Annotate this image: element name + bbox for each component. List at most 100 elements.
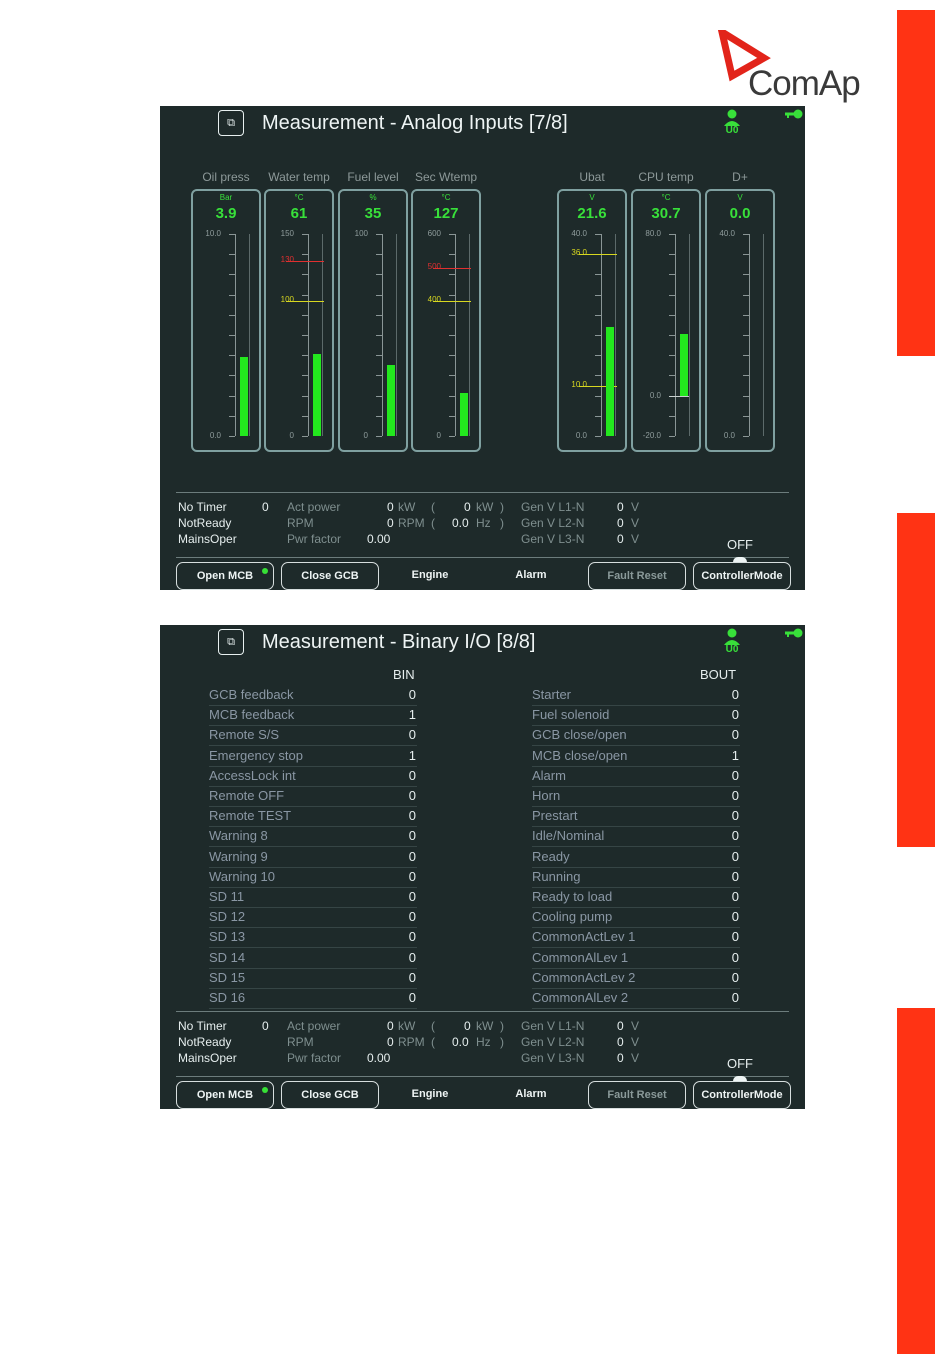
gauge-scale-top: 80.0 [645, 229, 661, 238]
bin-row-line [209, 846, 417, 848]
user-level-badge: U0 [725, 644, 739, 655]
frequency-unit: Hz [476, 1035, 491, 1049]
gen-voltage-unit: V [631, 516, 640, 530]
bout-name: Ready to load [532, 889, 613, 904]
bout-row-line [532, 846, 740, 848]
bin-row-line [209, 826, 417, 828]
engine-button[interactable]: Engine [411, 1088, 449, 1100]
page-title: Measurement - Binary I/O [8/8] [262, 631, 536, 653]
bin-name: Emergency stop [209, 747, 303, 763]
bout-name: CommonAlLev 2 [532, 990, 629, 1005]
screen-switch-icon[interactable]: ⧉ [218, 110, 244, 136]
gauge-axis-line [308, 234, 309, 436]
bout-name: CommonActLev 2 [532, 969, 636, 985]
gen-voltage-value: 0 [617, 500, 624, 514]
gauge-tick [376, 395, 382, 397]
gauge-threshold-line [433, 267, 471, 269]
gauge-tick [229, 274, 235, 276]
gauge-tick [669, 294, 675, 296]
gauge-scale-bottom: 0.0 [575, 431, 587, 440]
close-gcb-button[interactable]: Close GCB [281, 1081, 379, 1109]
bin-name: SD 12 [209, 909, 246, 925]
gauge-zero-line [669, 395, 689, 397]
bout-row-line [532, 927, 740, 929]
binary-io-screen: ⧉ Measurement - Binary I/O [8/8] U0 BIN … [160, 625, 805, 1109]
gauge-tick [229, 335, 235, 336]
gauge-threshold-label: 36.0 [571, 248, 587, 258]
close-gcb-button[interactable]: Close GCB [281, 562, 379, 590]
gauge-tick [743, 274, 749, 276]
bout-value: 0 [731, 889, 739, 904]
bout-value: 0 [731, 990, 739, 1005]
gauge-tick [376, 314, 382, 316]
gauge-value: 3.9 [215, 205, 237, 222]
gen-voltage-unit: V [631, 500, 640, 514]
bin-row-line [209, 987, 417, 989]
button-divider [176, 1076, 789, 1077]
mode-indicator-icon [733, 557, 747, 562]
gauge-frame-right [249, 234, 250, 436]
bin-row-line [209, 866, 417, 868]
gauge-tick [376, 375, 382, 377]
gauge-tick [669, 254, 675, 256]
gauge-frame-right [322, 234, 323, 436]
gauge-tick [449, 335, 455, 336]
gauge-tick [376, 254, 382, 256]
gauge-tick [595, 234, 601, 235]
alarm-button[interactable]: Alarm [515, 569, 547, 581]
gauge-tick [669, 234, 675, 235]
gauge-tick [595, 375, 601, 377]
bin-value: 0 [408, 969, 416, 985]
bin-column-header: BIN [393, 667, 415, 682]
bout-name: Alarm [532, 767, 566, 783]
bout-value: 0 [731, 727, 739, 743]
user-icon[interactable] [721, 627, 743, 649]
status-block: No Timer NotReady MainsOper 0 Act power 0 kW (0… [160, 500, 805, 552]
gauge-tick [449, 294, 455, 296]
gauge-tick [743, 254, 749, 256]
gauge-scale-bottom: 0 [363, 431, 368, 440]
bin-value: 0 [408, 889, 416, 904]
gauge-tick [449, 234, 455, 235]
gauge-tick [595, 335, 601, 336]
gen-voltage-label: Gen V L3-N [521, 532, 585, 546]
gauge-value: 61 [290, 205, 308, 222]
user-icon[interactable] [721, 108, 743, 130]
open-mcb-button[interactable]: Open MCB [176, 1081, 274, 1109]
gauge-unit: °C [661, 193, 671, 202]
gauge-name: Fuel level [347, 170, 399, 184]
gauge-unit: °C [441, 193, 451, 202]
screen-switch-icon[interactable]: ⧉ [218, 629, 244, 655]
bout-name: GCB close/open [532, 727, 627, 743]
open-mcb-button[interactable]: Open MCB [176, 562, 274, 590]
alarm-button[interactable]: Alarm [515, 1088, 547, 1100]
controller-mode-button[interactable]: ControllerMode [693, 562, 791, 590]
gauge-tick [376, 294, 382, 296]
engine-button[interactable]: Engine [411, 569, 449, 581]
rpm-unit: RPM [398, 1035, 425, 1049]
paren-open: ( [431, 1019, 435, 1033]
gauge-frame [557, 189, 627, 452]
gen-voltage-value: 0 [617, 516, 624, 530]
gauge-scale-top: 10.0 [205, 229, 221, 238]
controller-mode-button[interactable]: ControllerMode [693, 1081, 791, 1109]
paren-open: ( [431, 500, 435, 514]
bout-value: 0 [731, 788, 739, 803]
gauge-tick [302, 375, 308, 377]
bin-row-line [209, 927, 417, 929]
bout-value: 1 [731, 747, 739, 763]
power-factor-value: 0.00 [367, 1051, 391, 1065]
fault-reset-button[interactable]: Fault Reset [588, 1081, 686, 1109]
gen-voltage-unit: V [631, 1035, 640, 1049]
gauge-tick [669, 415, 675, 417]
fault-reset-button[interactable]: Fault Reset [588, 562, 686, 590]
gauge-threshold-line [579, 254, 617, 256]
gauge-tick [376, 436, 382, 437]
gauge-tick [376, 415, 382, 417]
bout-value: 0 [731, 949, 739, 965]
gauge-frame-right [615, 234, 616, 436]
timer-value: 0 [262, 500, 269, 514]
bin-row-line [209, 907, 417, 908]
bout-value: 0 [731, 848, 739, 864]
bout-name: Fuel solenoid [532, 707, 610, 723]
